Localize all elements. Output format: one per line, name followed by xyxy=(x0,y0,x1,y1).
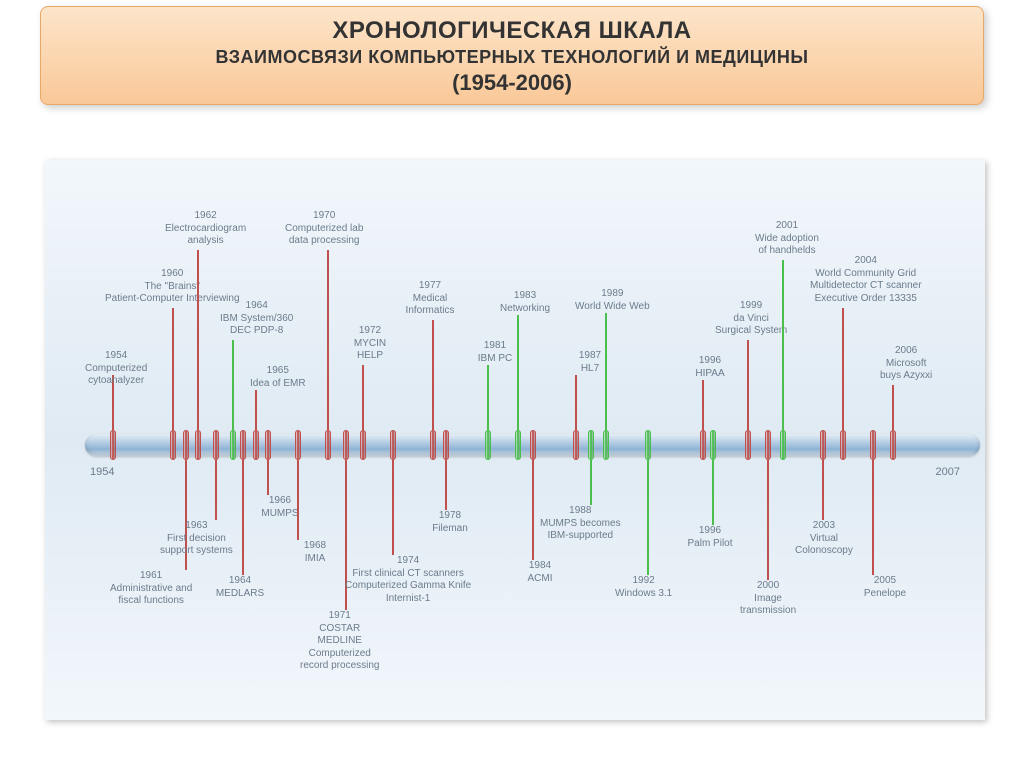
timeline-event: 2006 Microsoft buys Azyxxi xyxy=(880,345,932,383)
timeline-connector xyxy=(215,460,217,520)
timeline-ring xyxy=(295,430,301,460)
timeline-connector xyxy=(392,460,394,555)
timeline-event: 1987 HL7 xyxy=(565,350,615,375)
timeline-ring xyxy=(213,430,219,460)
timeline-event: 1965 Idea of EMR xyxy=(250,365,306,390)
timeline-connector xyxy=(842,308,844,430)
timeline-ring xyxy=(820,430,826,460)
timeline-connector xyxy=(517,315,519,430)
timeline-connector xyxy=(197,250,199,430)
timeline-connector xyxy=(822,460,824,520)
timeline-ring xyxy=(443,430,449,460)
timeline-event: 1961 Administrative and fiscal functions xyxy=(110,570,192,608)
timeline-ring xyxy=(195,430,201,460)
timeline-event: 1963 First decision support systems xyxy=(160,520,233,558)
timeline-event: 2001 Wide adoption of handhelds xyxy=(755,220,819,258)
timeline-event: 1977 Medical Informatics xyxy=(405,280,455,318)
timeline-connector xyxy=(575,375,577,430)
axis-end-year: 2007 xyxy=(936,466,960,478)
timeline-connector xyxy=(487,365,489,430)
timeline-event: 1996 HIPAA xyxy=(685,355,735,380)
timeline-event: 2000 Image transmission xyxy=(740,580,796,618)
timeline-ring xyxy=(170,430,176,460)
timeline-event: 1992 Windows 3.1 xyxy=(615,575,672,600)
timeline-connector xyxy=(327,250,329,430)
timeline-event: 2005 Penelope xyxy=(860,575,910,600)
timeline-ring xyxy=(890,430,896,460)
timeline-ring xyxy=(390,430,396,460)
timeline-connector xyxy=(232,340,234,430)
timeline-connector xyxy=(267,460,269,495)
timeline-ring xyxy=(183,430,189,460)
timeline-ring xyxy=(360,430,366,460)
timeline-connector xyxy=(872,460,874,575)
timeline-event: 1989 World Wide Web xyxy=(575,288,650,313)
timeline-connector xyxy=(647,460,649,575)
timeline-ring xyxy=(765,430,771,460)
timeline-event: 1971 COSTAR MEDLINE Computerized record … xyxy=(300,610,379,673)
timeline-ring xyxy=(588,430,594,460)
timeline-connector xyxy=(605,313,607,430)
timeline-connector xyxy=(532,460,534,560)
timeline-ring xyxy=(780,430,786,460)
title-line-2: ВЗАИМОСВЯЗИ КОМПЬЮТЕРНЫХ ТЕХНОЛОГИЙ И МЕ… xyxy=(61,47,963,68)
timeline-connector xyxy=(445,460,447,510)
timeline-event: 1974 First clinical CT scanners Computer… xyxy=(345,555,471,605)
timeline-event: 1964 IBM System/360 DEC PDP-8 xyxy=(220,300,293,338)
timeline-ring xyxy=(325,430,331,460)
title-line-1: ХРОНОЛОГИЧЕСКАЯ ШКАЛА xyxy=(61,17,963,45)
timeline-ring xyxy=(240,430,246,460)
timeline-event: 2003 Virtual Colonoscopy xyxy=(795,520,853,558)
timeline-event: 1962 Electrocardiogram analysis xyxy=(165,210,246,248)
timeline-connector xyxy=(747,340,749,430)
timeline-ring xyxy=(870,430,876,460)
timeline-event: 1988 MUMPS becomes IBM-supported xyxy=(540,505,621,543)
timeline-connector xyxy=(767,460,769,580)
timeline-ring xyxy=(710,430,716,460)
timeline-connector xyxy=(172,308,174,430)
timeline-connector xyxy=(362,365,364,430)
timeline-ring xyxy=(840,430,846,460)
timeline-ring xyxy=(230,430,236,460)
timeline-event: 1954 Computerized cytoanalyzer xyxy=(85,350,147,388)
timeline-ring xyxy=(515,430,521,460)
timeline-connector xyxy=(432,320,434,430)
timeline-event: 1981 IBM PC xyxy=(470,340,520,365)
timeline-ring xyxy=(110,430,116,460)
timeline-ring xyxy=(745,430,751,460)
timeline-event: 2004 World Community Grid Multidetector … xyxy=(810,255,922,305)
timeline-connector xyxy=(782,260,784,430)
timeline-ring xyxy=(485,430,491,460)
timeline-event: 1984 ACMI xyxy=(515,560,565,585)
timeline-ring xyxy=(343,430,349,460)
timeline-event: 1970 Computerized lab data processing xyxy=(285,210,363,248)
timeline-connector xyxy=(242,460,244,575)
timeline-event: 1983 Networking xyxy=(500,290,550,315)
timeline-event: 1964 MEDLARS xyxy=(215,575,265,600)
timeline-ring xyxy=(265,430,271,460)
timeline-connector xyxy=(255,390,257,430)
timeline-connector xyxy=(702,380,704,430)
timeline-connector xyxy=(590,460,592,505)
timeline-event: 1999 da Vinci Surgical System xyxy=(715,300,787,338)
timeline-ring xyxy=(573,430,579,460)
timeline-event: 1996 Palm Pilot xyxy=(685,525,735,550)
timeline-connector xyxy=(712,460,714,525)
timeline-event: 1968 IMIA xyxy=(290,540,340,565)
axis-start-year: 1954 xyxy=(90,466,114,478)
timeline-connector xyxy=(297,460,299,540)
timeline-ring xyxy=(645,430,651,460)
timeline-ring xyxy=(253,430,259,460)
timeline-diagram-frame: 1954 2007 1954 Computerized cytoanalyzer… xyxy=(45,160,985,720)
timeline-connector xyxy=(892,385,894,430)
timeline-ring xyxy=(700,430,706,460)
timeline-event: 1978 Fileman xyxy=(425,510,475,535)
title-line-3: (1954-2006) xyxy=(61,70,963,96)
title-banner: ХРОНОЛОГИЧЕСКАЯ ШКАЛА ВЗАИМОСВЯЗИ КОМПЬЮ… xyxy=(40,6,984,105)
timeline-event: 1972 MYCIN HELP xyxy=(345,325,395,363)
timeline-ring xyxy=(530,430,536,460)
timeline-ring xyxy=(603,430,609,460)
timeline-diagram: 1954 2007 1954 Computerized cytoanalyzer… xyxy=(45,160,985,720)
timeline-ring xyxy=(430,430,436,460)
